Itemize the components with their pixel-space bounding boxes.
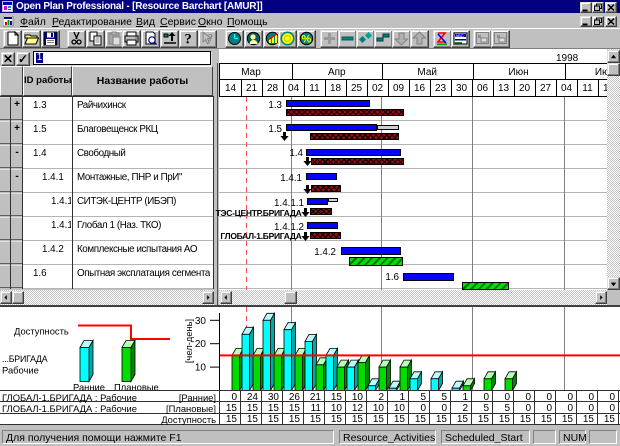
svg-text:Доступность: Доступность <box>14 325 69 336</box>
svg-text:10: 10 <box>195 362 207 373</box>
svg-text:Ранние: Ранние <box>73 381 105 391</box>
svg-text:Рабочие: Рабочие <box>2 364 39 375</box>
svg-text:?: ? <box>208 33 213 44</box>
svg-text:...БРИГАДА: ...БРИГАДА <box>2 354 48 364</box>
svg-text:20: 20 <box>195 339 207 350</box>
svg-text:Плановые: Плановые <box>114 381 159 391</box>
svg-text:30: 30 <box>195 315 207 326</box>
svg-text:[чел-день]: [чел-день] <box>183 318 194 362</box>
svg-text:%: % <box>302 34 312 46</box>
svg-text:?: ? <box>185 32 192 47</box>
svg-text:ABC: ABC <box>456 33 464 38</box>
